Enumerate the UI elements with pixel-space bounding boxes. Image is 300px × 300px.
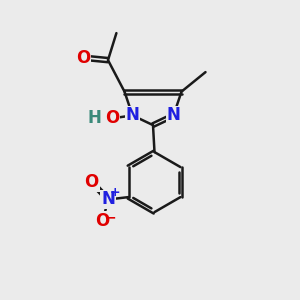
Text: O: O: [96, 212, 110, 230]
Text: −: −: [105, 211, 116, 224]
Text: O: O: [76, 49, 91, 67]
Text: O: O: [85, 173, 99, 191]
Text: N: N: [101, 190, 115, 208]
Text: N: N: [125, 106, 140, 124]
Text: +: +: [110, 185, 120, 199]
Text: H: H: [87, 110, 101, 128]
Text: O: O: [105, 110, 119, 128]
Text: N: N: [167, 106, 181, 124]
